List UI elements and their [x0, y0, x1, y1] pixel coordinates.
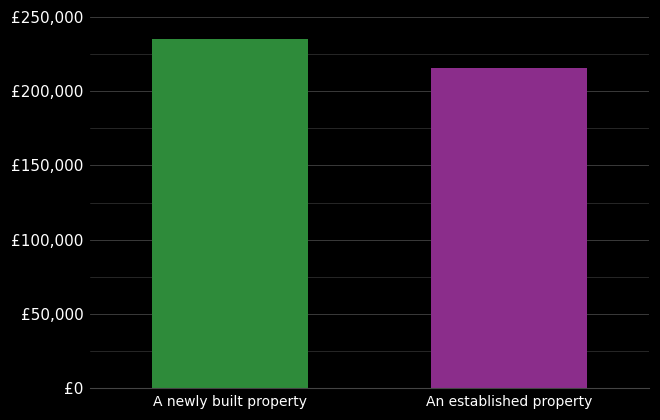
Bar — [431, 68, 587, 388]
Bar — [152, 39, 308, 388]
